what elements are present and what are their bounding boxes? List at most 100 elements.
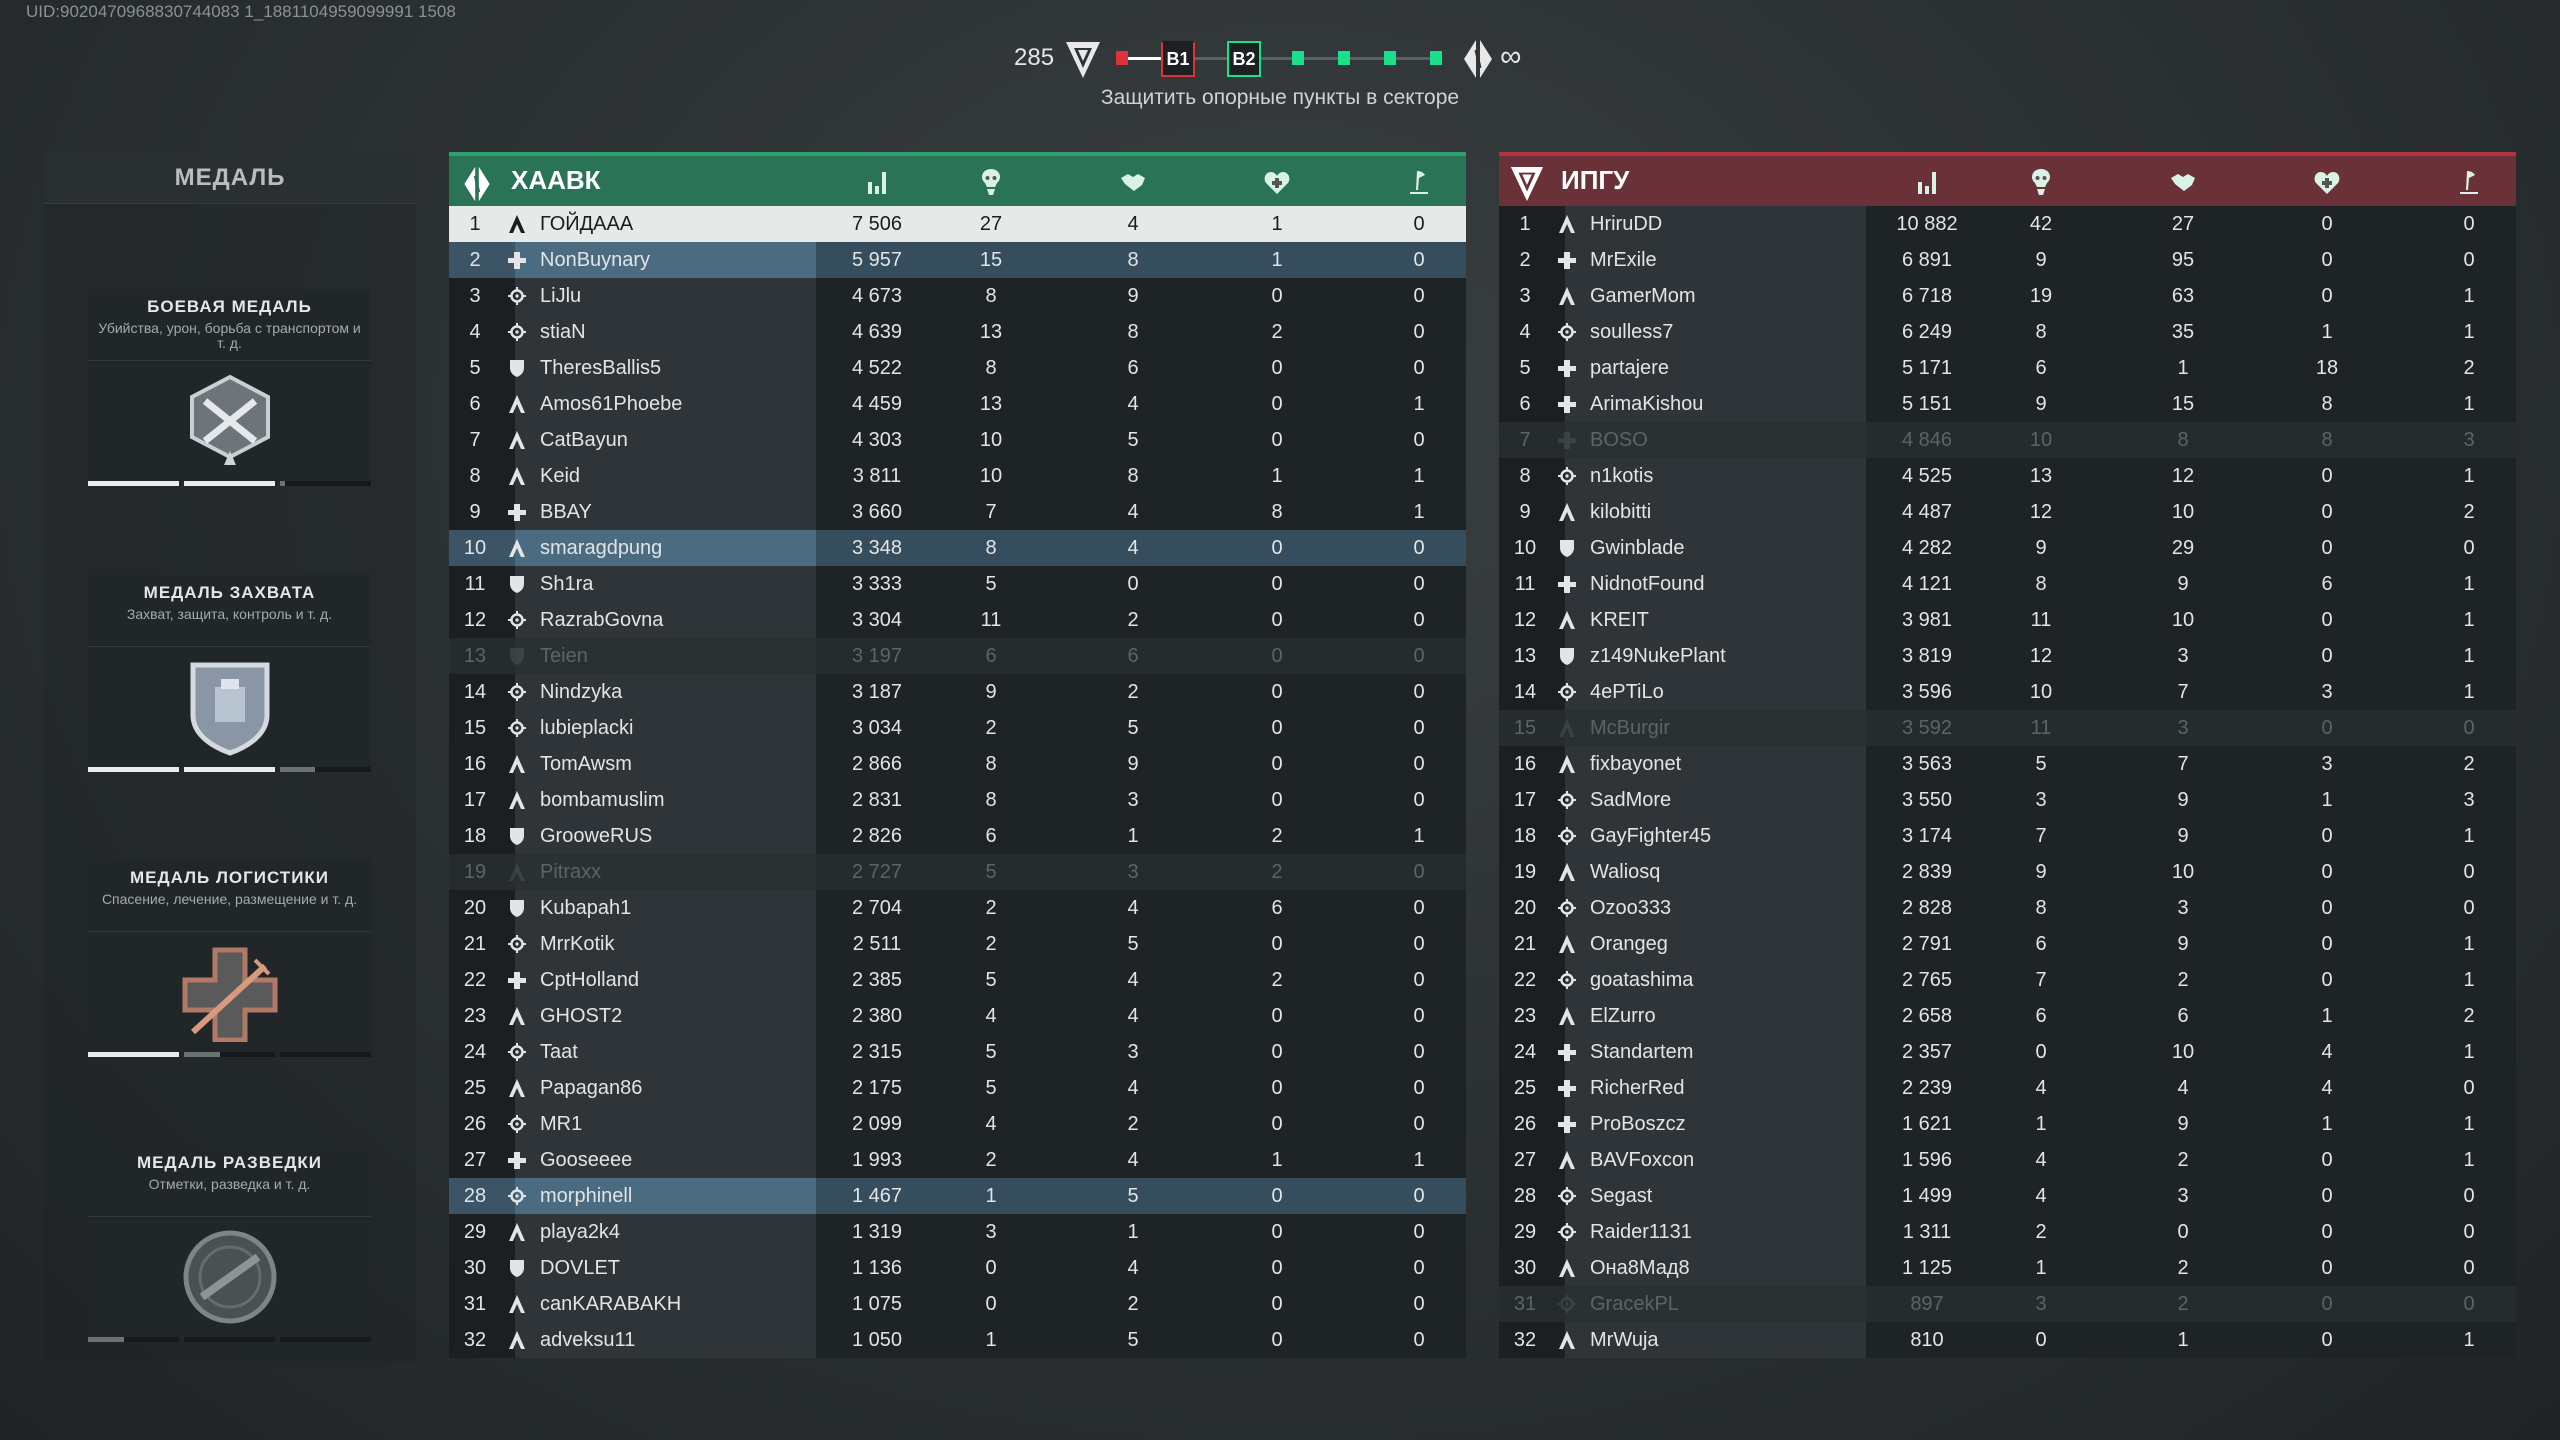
player-name[interactable]: Papagan86 xyxy=(540,1077,643,1099)
player-row[interactable]: 29 Raider1131 1 311 2 0 0 0 xyxy=(1499,1214,2516,1250)
player-row[interactable]: 32 adveksu11 1 050 1 5 0 0 xyxy=(449,1322,1466,1358)
player-row[interactable]: 26 ProBoszcz 1 621 1 9 1 1 xyxy=(1499,1106,2516,1142)
player-row[interactable]: 23 GHOST2 2 380 4 4 0 0 xyxy=(449,998,1466,1034)
player-row[interactable]: 21 MrrKotik 2 511 2 5 0 0 xyxy=(449,926,1466,962)
revives-icon[interactable] xyxy=(1263,168,1291,196)
player-name[interactable]: MrrKotik xyxy=(540,933,615,955)
player-name[interactable]: lubieplacki xyxy=(540,717,634,739)
player-row[interactable]: 22 CptHolland 2 385 5 4 2 0 xyxy=(449,962,1466,998)
player-name[interactable]: Ozoo333 xyxy=(1590,897,1672,919)
medal-card[interactable]: МЕДАЛЬ РАЗВЕДКИ Отметки, разведка и т. д… xyxy=(88,1145,371,1342)
player-row[interactable]: 30 Она8Мад8 1 125 1 2 0 0 xyxy=(1499,1250,2516,1286)
player-row[interactable]: 17 bombamuslim 2 831 8 3 0 0 xyxy=(449,782,1466,818)
captures-icon[interactable] xyxy=(2455,168,2483,196)
player-name[interactable]: KREIT xyxy=(1590,609,1649,631)
player-row[interactable]: 20 Ozoo333 2 828 8 3 0 0 xyxy=(1499,890,2516,926)
player-name[interactable]: ProBoszcz xyxy=(1590,1113,1686,1135)
player-name[interactable]: BBAY xyxy=(540,501,592,523)
player-row[interactable]: 20 Kubapah1 2 704 2 4 6 0 xyxy=(449,890,1466,926)
player-name[interactable]: RazrabGovna xyxy=(540,609,664,631)
medal-card[interactable]: БОЕВАЯ МЕДАЛЬ Убийства, урон, борьба с т… xyxy=(88,289,371,486)
player-name[interactable]: BOSO xyxy=(1590,429,1648,451)
player-row[interactable]: 8 n1kotis 4 525 13 12 0 1 xyxy=(1499,458,2516,494)
player-row[interactable]: 2 MrExile 6 891 9 95 0 0 xyxy=(1499,242,2516,278)
player-row[interactable]: 18 GayFighter45 3 174 7 9 0 1 xyxy=(1499,818,2516,854)
player-row[interactable]: 29 playa2k4 1 319 3 1 0 0 xyxy=(449,1214,1466,1250)
player-name[interactable]: kilobitti xyxy=(1590,501,1652,523)
point-b1[interactable]: B1 xyxy=(1161,41,1195,77)
point-b2[interactable]: B2 xyxy=(1227,41,1261,77)
player-row[interactable]: 11 Sh1ra 3 333 5 0 0 0 xyxy=(449,566,1466,602)
player-row[interactable]: 14 4ePTiLo 3 596 10 7 3 1 xyxy=(1499,674,2516,710)
player-row[interactable]: 17 SadMore 3 550 3 9 1 3 xyxy=(1499,782,2516,818)
player-row[interactable]: 19 Pitraxx 2 727 5 3 2 0 xyxy=(449,854,1466,890)
player-name[interactable]: Она8Мад8 xyxy=(1590,1257,1690,1279)
player-row[interactable]: 1 HriruDD 10 882 42 27 0 0 xyxy=(1499,206,2516,242)
player-name[interactable]: MrWuja xyxy=(1590,1329,1659,1351)
player-row[interactable]: 28 Segast 1 499 4 3 0 0 xyxy=(1499,1178,2516,1214)
player-name[interactable]: CatBayun xyxy=(540,429,628,451)
player-name[interactable]: fixbayonet xyxy=(1590,753,1682,775)
player-name[interactable]: playa2k4 xyxy=(540,1221,621,1243)
player-name[interactable]: TomAwsm xyxy=(540,753,632,775)
player-name[interactable]: Sh1ra xyxy=(540,573,594,595)
player-row[interactable]: 16 TomAwsm 2 866 8 9 0 0 xyxy=(449,746,1466,782)
player-row[interactable]: 4 stiaN 4 639 13 8 2 0 xyxy=(449,314,1466,350)
player-row[interactable]: 10 Gwinblade 4 282 9 29 0 0 xyxy=(1499,530,2516,566)
captures-icon[interactable] xyxy=(1405,168,1433,196)
player-row[interactable]: 13 z149NukePlant 3 819 12 3 0 1 xyxy=(1499,638,2516,674)
player-name[interactable]: morphinell xyxy=(540,1185,633,1207)
player-name[interactable]: CptHolland xyxy=(540,969,639,991)
player-row[interactable]: 15 lubieplacki 3 034 2 5 0 0 xyxy=(449,710,1466,746)
player-row[interactable]: 16 fixbayonet 3 563 5 7 3 2 xyxy=(1499,746,2516,782)
player-row[interactable]: 19 Waliosq 2 839 9 10 0 0 xyxy=(1499,854,2516,890)
player-name[interactable]: goatashima xyxy=(1590,969,1694,991)
player-row[interactable]: 3 GamerMom 6 718 19 63 0 1 xyxy=(1499,278,2516,314)
kills-icon[interactable] xyxy=(977,168,1005,196)
player-row[interactable]: 27 Gooseeee 1 993 2 4 1 1 xyxy=(449,1142,1466,1178)
player-row[interactable]: 30 DOVLET 1 136 0 4 0 0 xyxy=(449,1250,1466,1286)
player-name[interactable]: Standartem xyxy=(1590,1041,1694,1063)
player-name[interactable]: Gwinblade xyxy=(1590,537,1685,559)
player-row[interactable]: 14 Nindzyka 3 187 9 2 0 0 xyxy=(449,674,1466,710)
player-name[interactable]: ElZurro xyxy=(1590,1005,1656,1027)
player-row[interactable]: 21 Orangeg 2 791 6 9 0 1 xyxy=(1499,926,2516,962)
player-name[interactable]: partajere xyxy=(1590,357,1669,379)
player-name[interactable]: z149NukePlant xyxy=(1590,645,1726,667)
score-icon[interactable] xyxy=(863,168,891,196)
player-row[interactable]: 11 NidnotFound 4 121 8 9 6 1 xyxy=(1499,566,2516,602)
medal-card[interactable]: МЕДАЛЬ ЗАХВАТА Захват, защита, контроль … xyxy=(88,575,371,772)
player-row[interactable]: 10 smaragdpung 3 348 8 4 0 0 xyxy=(449,530,1466,566)
player-name[interactable]: McBurgir xyxy=(1590,717,1671,739)
player-name[interactable]: GracekPL xyxy=(1590,1293,1679,1315)
player-row[interactable]: 6 ArimaKishou 5 151 9 15 8 1 xyxy=(1499,386,2516,422)
player-row[interactable]: 28 morphinell 1 467 1 5 0 0 xyxy=(449,1178,1466,1214)
player-name[interactable]: MrExile xyxy=(1590,249,1657,271)
player-row[interactable]: 7 BOSO 4 846 10 8 8 3 xyxy=(1499,422,2516,458)
medal-card[interactable]: МЕДАЛЬ ЛОГИСТИКИ Спасение, лечение, разм… xyxy=(88,860,371,1057)
player-name[interactable]: GayFighter45 xyxy=(1590,825,1712,847)
player-name[interactable]: n1kotis xyxy=(1590,465,1654,487)
player-row[interactable]: 31 canKARABAKH 1 075 0 2 0 0 xyxy=(449,1286,1466,1322)
player-row[interactable]: 25 Papagan86 2 175 5 4 0 0 xyxy=(449,1070,1466,1106)
player-row[interactable]: 31 GracekPL 897 3 2 0 0 xyxy=(1499,1286,2516,1322)
player-row[interactable]: 18 GrooweRUS 2 826 6 1 2 1 xyxy=(449,818,1466,854)
player-row[interactable]: 22 goatashima 2 765 7 2 0 1 xyxy=(1499,962,2516,998)
player-name[interactable]: Teien xyxy=(540,645,588,667)
player-row[interactable]: 24 Taat 2 315 5 3 0 0 xyxy=(449,1034,1466,1070)
player-row[interactable]: 12 RazrabGovna 3 304 11 2 0 0 xyxy=(449,602,1466,638)
player-row[interactable]: 2 NonBuynary 5 957 15 8 1 0 xyxy=(449,242,1466,278)
player-name[interactable]: Orangeg xyxy=(1590,933,1668,955)
player-row[interactable]: 27 BAVFoxcon 1 596 4 2 0 1 xyxy=(1499,1142,2516,1178)
player-row[interactable]: 6 Amos61Phoebe 4 459 13 4 0 1 xyxy=(449,386,1466,422)
player-row[interactable]: 5 TheresBallis5 4 522 8 6 0 0 xyxy=(449,350,1466,386)
player-name[interactable]: smaragdpung xyxy=(540,537,663,559)
player-name[interactable]: adveksu11 xyxy=(540,1329,636,1351)
player-name[interactable]: MR1 xyxy=(540,1113,583,1135)
player-row[interactable]: 5 partajere 5 171 6 1 18 2 xyxy=(1499,350,2516,386)
player-row[interactable]: 25 RicherRed 2 239 4 4 4 0 xyxy=(1499,1070,2516,1106)
player-name[interactable]: NonBuynary xyxy=(540,249,651,271)
player-name[interactable]: SadMore xyxy=(1590,789,1672,811)
player-name[interactable]: ГОЙДААА xyxy=(540,213,634,235)
player-name[interactable]: Kubapah1 xyxy=(540,897,632,919)
